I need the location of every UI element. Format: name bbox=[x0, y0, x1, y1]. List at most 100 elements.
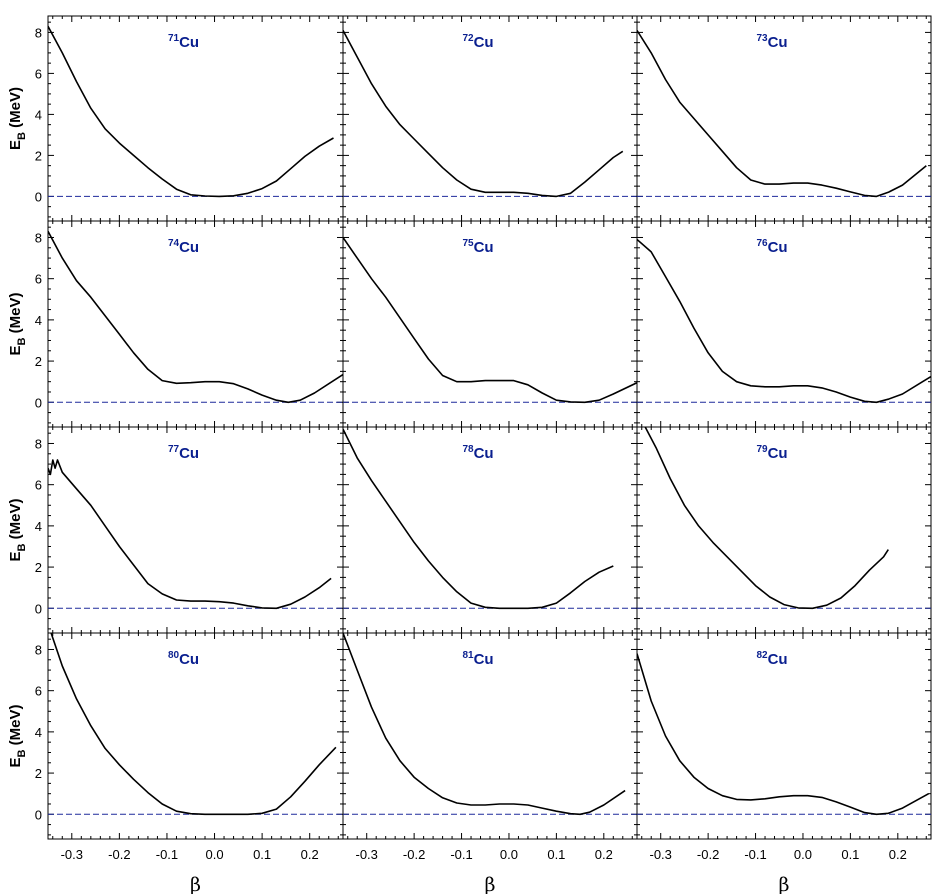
element-symbol: Cu bbox=[474, 239, 494, 256]
x-tick-label: 0.1 bbox=[841, 847, 859, 862]
y-axis-subscript: B bbox=[16, 749, 28, 757]
y-tick-label: 8 bbox=[35, 230, 42, 245]
mass-number: 73 bbox=[756, 33, 768, 44]
mass-number: 71 bbox=[168, 33, 180, 44]
y-axis-unit: (MeV) bbox=[7, 87, 24, 132]
mass-number: 75 bbox=[462, 238, 474, 249]
energy-curve bbox=[637, 238, 931, 404]
element-symbol: Cu bbox=[768, 34, 788, 51]
y-axis-title: EB (MeV) bbox=[7, 87, 28, 150]
x-axis-title: β bbox=[779, 874, 790, 894]
y-tick-label: 4 bbox=[35, 519, 42, 534]
y-tick-label: 6 bbox=[35, 478, 42, 493]
y-axis-subscript: B bbox=[16, 132, 28, 140]
x-axis-title: β bbox=[190, 874, 201, 894]
panel-cu-74: 74Cu bbox=[47, 220, 344, 428]
mass-number: 81 bbox=[462, 650, 474, 661]
y-tick-label: 4 bbox=[35, 725, 42, 740]
x-axis-title: β bbox=[485, 874, 496, 894]
y-tick-label: 6 bbox=[35, 66, 42, 81]
element-symbol: Cu bbox=[474, 34, 494, 51]
panel-cu-80: 80Cu bbox=[47, 632, 344, 840]
panel-title: 75Cu bbox=[462, 238, 493, 256]
x-tick-label: -0.3 bbox=[61, 847, 83, 862]
mass-number: 72 bbox=[462, 33, 474, 44]
x-tick-label: -0.1 bbox=[450, 847, 472, 862]
y-axis-title: EB (MeV) bbox=[7, 705, 28, 768]
energy-curve bbox=[637, 29, 927, 198]
panel-cu-81: 81Cu bbox=[342, 632, 638, 840]
element-symbol: Cu bbox=[768, 651, 788, 668]
element-symbol: Cu bbox=[179, 34, 199, 51]
element-symbol: Cu bbox=[474, 651, 494, 668]
energy-curve bbox=[48, 459, 332, 610]
x-tick-label: -0.3 bbox=[356, 847, 378, 862]
element-symbol: Cu bbox=[179, 239, 199, 256]
energy-curve bbox=[343, 237, 637, 404]
y-tick-label: 0 bbox=[35, 807, 42, 822]
panel-cu-76: 76Cu bbox=[636, 220, 932, 428]
mass-number: 79 bbox=[756, 444, 768, 455]
energy-curve bbox=[343, 428, 614, 610]
y-axis-subscript: B bbox=[16, 337, 28, 345]
mass-number: 77 bbox=[168, 444, 180, 455]
y-tick-label: 0 bbox=[35, 395, 42, 410]
mass-number: 76 bbox=[756, 238, 768, 249]
panel-title: 73Cu bbox=[756, 33, 787, 51]
panel-cu-71: 71Cu bbox=[47, 15, 344, 222]
y-tick-label: 4 bbox=[35, 313, 42, 328]
mass-number: 80 bbox=[168, 650, 180, 661]
panel-title: 80Cu bbox=[168, 650, 199, 668]
y-tick-label: 2 bbox=[35, 148, 42, 163]
energy-curve bbox=[343, 30, 624, 198]
panel-cu-82: 82Cu bbox=[636, 632, 932, 840]
energy-curve bbox=[50, 633, 337, 816]
x-tick-label: -0.2 bbox=[403, 847, 425, 862]
y-tick-label: 8 bbox=[35, 25, 42, 40]
x-tick-label: -0.1 bbox=[744, 847, 766, 862]
panel-title: 81Cu bbox=[462, 650, 493, 668]
panel-title: 82Cu bbox=[756, 650, 787, 668]
element-symbol: Cu bbox=[474, 445, 494, 462]
energy-curve bbox=[343, 633, 626, 816]
x-tick-label: 0.2 bbox=[301, 847, 319, 862]
element-symbol: Cu bbox=[179, 651, 199, 668]
x-tick-label: 0.2 bbox=[889, 847, 907, 862]
y-tick-label: 8 bbox=[35, 436, 42, 451]
panel-cu-77: 77Cu bbox=[47, 426, 344, 634]
panel-title: 72Cu bbox=[462, 33, 493, 51]
x-tick-label: 0.1 bbox=[547, 847, 565, 862]
x-tick-label: 0.0 bbox=[794, 847, 812, 862]
y-axis-symbol: E bbox=[7, 345, 24, 355]
panel-title: 76Cu bbox=[756, 238, 787, 256]
y-tick-label: 0 bbox=[35, 601, 42, 616]
y-axis-symbol: E bbox=[7, 757, 24, 767]
panel-title: 74Cu bbox=[168, 238, 199, 256]
y-tick-label: 6 bbox=[35, 684, 42, 699]
energy-curve bbox=[644, 427, 889, 610]
y-tick-label: 8 bbox=[35, 642, 42, 657]
x-tick-label: 0.0 bbox=[205, 847, 223, 862]
panel-cu-73: 73Cu bbox=[636, 15, 932, 222]
panel-cu-72: 72Cu bbox=[342, 15, 638, 222]
x-tick-label: 0.0 bbox=[500, 847, 518, 862]
mass-number: 74 bbox=[168, 238, 180, 249]
y-axis-symbol: E bbox=[7, 551, 24, 561]
x-tick-label: -0.3 bbox=[650, 847, 672, 862]
y-axis-symbol: E bbox=[7, 140, 24, 150]
y-tick-label: 2 bbox=[35, 560, 42, 575]
y-axis-unit: (MeV) bbox=[7, 293, 24, 338]
y-axis-subscript: B bbox=[16, 543, 28, 551]
x-tick-label: -0.1 bbox=[156, 847, 178, 862]
y-axis-unit: (MeV) bbox=[7, 499, 24, 544]
element-symbol: Cu bbox=[768, 239, 788, 256]
element-symbol: Cu bbox=[768, 445, 788, 462]
x-tick-label: 0.2 bbox=[595, 847, 613, 862]
mass-number: 78 bbox=[462, 444, 474, 455]
panel-title: 77Cu bbox=[168, 444, 199, 462]
y-tick-label: 2 bbox=[35, 766, 42, 781]
x-axis-titles: -0.3 -0.2 -0.1 0.0 0.1 0.2 β -0.3 -0.2 -0.1 0.0 0.1… bbox=[61, 847, 907, 894]
